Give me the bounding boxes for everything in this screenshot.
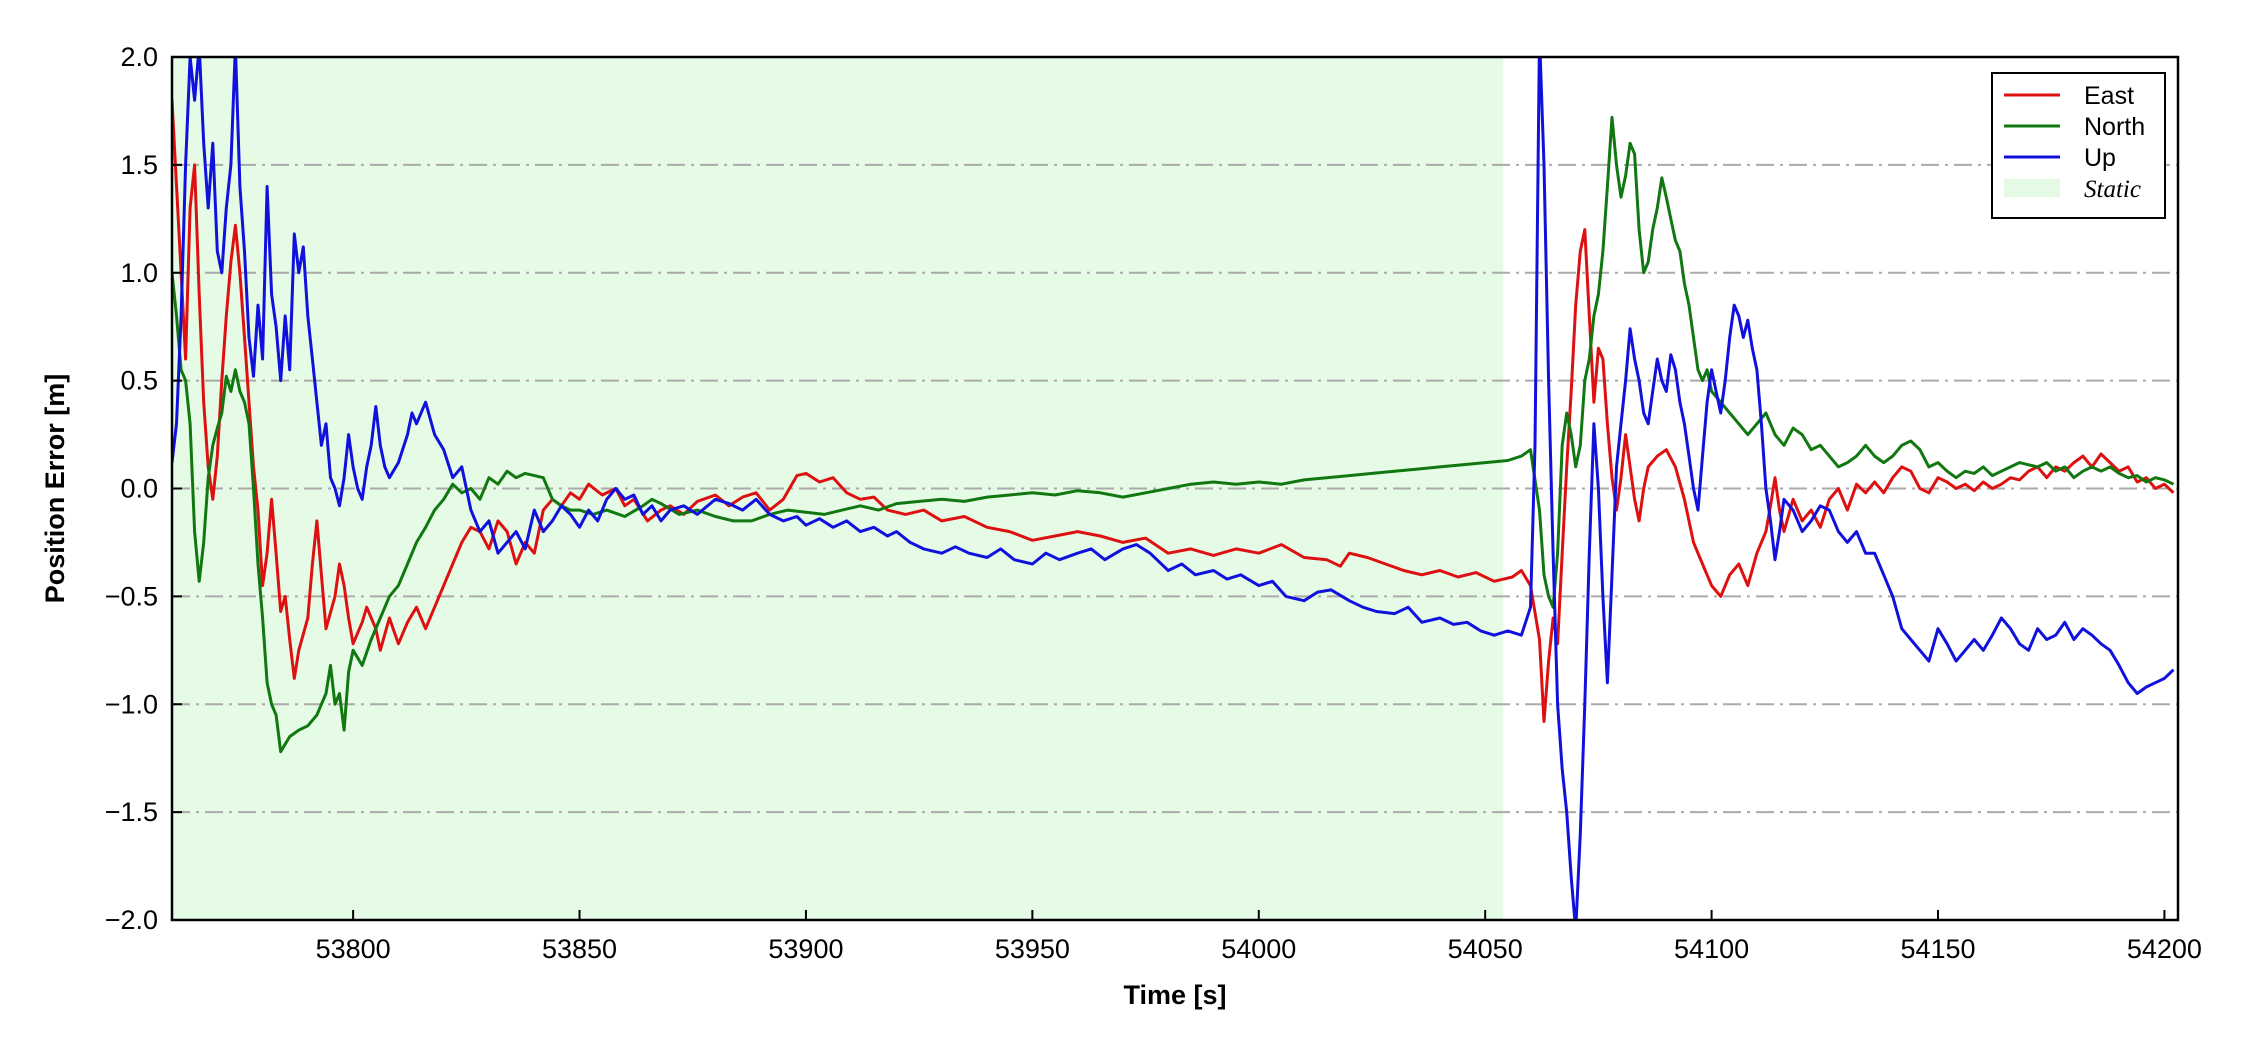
series-line-up: [172, 57, 2175, 920]
y-tick-label: 1.5: [120, 150, 158, 180]
legend: East North Up Static: [1991, 72, 2166, 219]
x-tick-label: 53900: [768, 934, 843, 964]
y-axis-label: Position Error [m]: [40, 374, 70, 604]
x-tick-label: 53950: [995, 934, 1070, 964]
y-tick-label: −2.0: [105, 905, 158, 935]
x-tick-label: 53850: [542, 934, 617, 964]
y-tick-label: −1.5: [105, 797, 158, 827]
y-tick-label: 0.0: [120, 474, 158, 504]
x-tick-label: 54100: [1674, 934, 1749, 964]
x-axis-label: Time [s]: [1123, 980, 1226, 1010]
y-tick-label: 2.0: [120, 42, 158, 72]
y-tick-label: 1.0: [120, 258, 158, 288]
x-tick-label: 53800: [316, 934, 391, 964]
legend-static-label: Static: [2084, 176, 2141, 203]
series-line-north: [172, 115, 2175, 754]
series-layer: [172, 57, 2175, 920]
legend-north-label: North: [2084, 113, 2145, 141]
x-tick-label: 54200: [2127, 934, 2202, 964]
y-tick-label: 0.5: [120, 366, 158, 396]
legend-up-label: Up: [2084, 144, 2116, 172]
x-tick-label: 54150: [1900, 934, 1975, 964]
tick-layer: 53800 53850 53900 53950 54000 54050 54100 54150…: [105, 42, 2202, 964]
legend-static-swatch: [2004, 179, 2060, 197]
series-line-east: [172, 100, 2175, 723]
x-tick-label: 54050: [1448, 934, 1523, 964]
y-tick-label: −0.5: [105, 581, 158, 611]
x-tick-label: 54000: [1221, 934, 1296, 964]
legend-east-label: East: [2084, 82, 2134, 110]
y-tick-label: −1.0: [105, 689, 158, 719]
